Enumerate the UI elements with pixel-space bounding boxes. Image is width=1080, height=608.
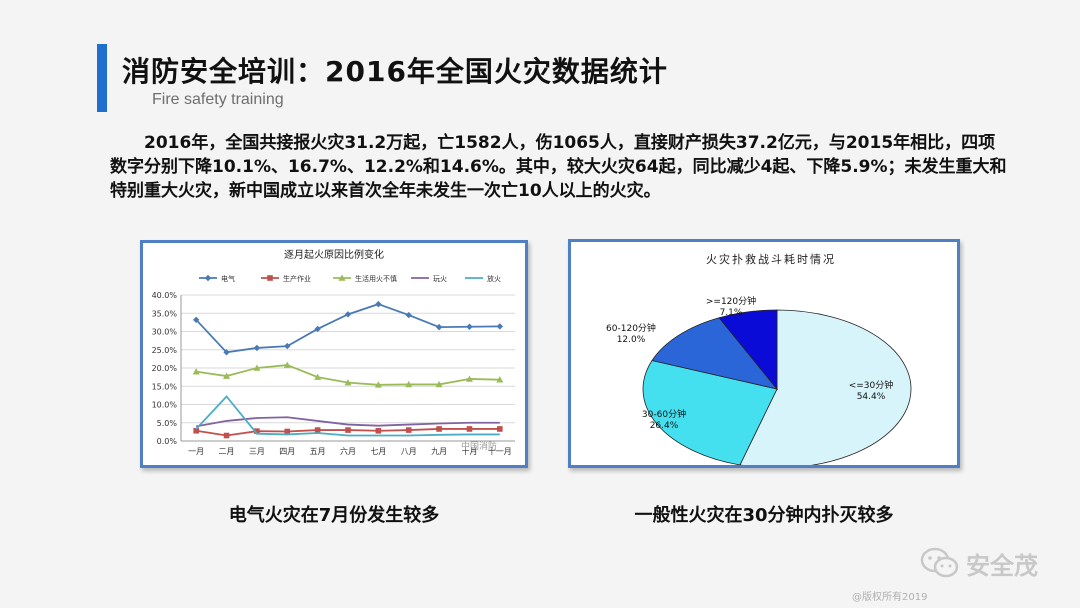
right-chart-caption: 一般性火灾在30分钟内扑灭较多 [634, 505, 894, 526]
y-tick-label: 40.0% [152, 291, 178, 300]
data-point-0-7 [405, 311, 412, 319]
data-point-0-6 [375, 300, 382, 308]
copyright-text: @版权所有2019 [852, 592, 928, 603]
pie-slice-1 [642, 360, 778, 465]
data-point-1-1 [223, 432, 230, 439]
summary-text: 2016年，全国共接报火灾31.2万起，亡1582人，伤1065人，直接财产损失… [110, 133, 1007, 201]
pie-value-0: 54.4% [857, 392, 886, 402]
data-point-2-3 [283, 361, 291, 368]
data-point-1-0 [193, 427, 199, 434]
legend-marker-2 [338, 274, 346, 281]
x-tick-label: 五月 [310, 447, 326, 456]
data-point-1-8 [436, 426, 442, 432]
y-tick-label: 10.0% [152, 401, 178, 410]
data-point-2-7 [405, 380, 413, 388]
x-tick-label: 一月 [188, 447, 204, 456]
data-point-0-5 [344, 311, 352, 318]
legend-marker-1 [267, 275, 273, 281]
y-tick-label: 35.0% [152, 309, 178, 318]
data-point-0-3 [284, 342, 291, 350]
x-tick-label: 四月 [279, 447, 295, 456]
y-tick-label: 0.0% [157, 437, 178, 446]
pie-chart-panel: 火灾扑救战斗耗时情况 <=30分钟 54.4% 30-60分钟 26.4% 60-120… [568, 239, 960, 468]
summary-paragraph: 2016年，全国共接报火灾31.2万起，亡1582人，伤1065人，直接财产损失… [110, 131, 1010, 203]
pie-chart-title: 火灾扑救战斗耗时情况 [706, 252, 836, 266]
title-accent-bar [97, 44, 107, 112]
pie-slice-2 [651, 317, 779, 390]
legend-marker-0 [204, 274, 212, 282]
data-point-2-5 [344, 379, 352, 386]
series-line-4 [195, 395, 500, 437]
data-point-0-4 [314, 325, 321, 333]
legend-label-1: 生产作业 [283, 274, 311, 283]
pie-label-0: <=30分钟 [849, 379, 894, 391]
data-point-0-9 [466, 323, 473, 330]
pie-label-2: 60-120分钟 [606, 322, 656, 334]
brand-name: 安全茂 [966, 551, 1038, 580]
pie-slice-0 [739, 309, 912, 465]
y-tick-label: 15.0% [152, 382, 178, 391]
wechat-icon [920, 547, 959, 578]
data-point-2-10 [496, 376, 504, 383]
data-point-2-8 [435, 380, 443, 388]
y-tick-label: 25.0% [152, 346, 178, 355]
pie-label-1: 30-60分钟 [642, 408, 686, 420]
pie-value-2: 12.0% [617, 335, 646, 345]
data-point-0-8 [435, 323, 443, 331]
x-tick-label: 六月 [340, 446, 356, 456]
x-tick-label: 十一月 [488, 446, 512, 456]
page-title: 消防安全培训：2016年全国火灾数据统计 [122, 55, 668, 88]
x-tick-label: 七月 [370, 447, 386, 456]
data-point-1-6 [375, 427, 382, 434]
data-point-2-0 [192, 368, 200, 375]
legend-label-4: 放火 [487, 274, 501, 283]
data-point-1-9 [466, 426, 473, 432]
data-point-2-9 [465, 375, 473, 382]
pie-slice-3 [718, 309, 778, 391]
left-chart-caption: 电气火灾在7月份发生较多 [228, 505, 440, 526]
chart-watermark: 中国消防 [461, 440, 497, 452]
page-subtitle: Fire safety training [152, 91, 284, 108]
y-tick-label: 30.0% [152, 328, 178, 337]
data-point-0-1 [223, 349, 230, 356]
x-tick-label: 二月 [219, 447, 235, 456]
series-line-3 [196, 416, 500, 428]
y-tick-label: 20.0% [152, 364, 178, 373]
data-point-1-2 [254, 428, 260, 434]
legend-label-3: 玩火 [433, 275, 447, 283]
data-point-0-2 [253, 344, 261, 352]
pie-value-1: 26.4% [650, 421, 679, 431]
brand-watermark: 安全茂 [920, 543, 1038, 583]
x-tick-label: 十月 [461, 446, 477, 456]
data-point-1-7 [405, 427, 412, 433]
y-tick-label: 5.0% [157, 419, 178, 428]
line-chart-panel: 逐月起火原因比例变化 电气 生产作业 生活用火不慎 玩火 放火 0.0% 5.0% 10.0… [140, 240, 528, 468]
x-tick-label: 三月 [249, 447, 265, 456]
line-chart-title: 逐月起火原因比例变化 [284, 248, 384, 261]
data-point-0-0 [192, 316, 200, 324]
line-chart: 逐月起火原因比例变化 电气 生产作业 生活用火不慎 玩火 放火 0.0% 5.0% 10.0… [152, 248, 515, 456]
data-point-2-6 [374, 381, 382, 388]
legend-label-2: 生活用火不慎 [355, 274, 397, 283]
data-point-2-4 [314, 373, 322, 380]
pie-value-3: 7.1% [720, 308, 743, 318]
data-point-2-1 [223, 372, 231, 379]
data-point-2-2 [253, 364, 261, 371]
x-tick-label: 九月 [431, 447, 447, 456]
data-point-1-5 [345, 427, 351, 433]
data-point-0-10 [496, 323, 504, 330]
legend-label-0: 电气 [221, 274, 235, 283]
data-point-1-4 [314, 427, 321, 433]
x-tick-label: 八月 [401, 447, 417, 456]
pie-label-3: >=120分钟 [706, 295, 756, 307]
data-point-1-10 [497, 426, 503, 432]
data-point-1-3 [284, 428, 291, 435]
